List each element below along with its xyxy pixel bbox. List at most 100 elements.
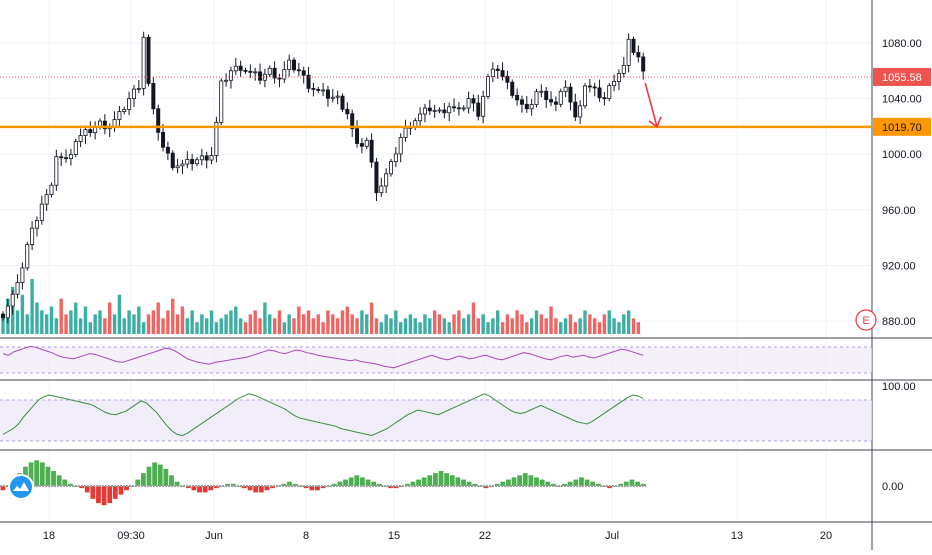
candle-body: [117, 111, 122, 120]
indicator-1-band: [0, 347, 872, 373]
indicator-3-bar: [360, 477, 365, 486]
earnings-marker-circle[interactable]: [855, 309, 877, 331]
candle-body: [384, 173, 389, 187]
indicator-3-bar: [427, 475, 433, 486]
indicator-3-bar: [393, 486, 399, 489]
indicator-3-bar: [185, 486, 191, 489]
projection-arrow: [644, 82, 658, 128]
tradingview-logo-icon[interactable]: [8, 474, 34, 500]
volume-bar: [365, 314, 369, 334]
time-tick-label: Jun: [205, 530, 223, 542]
volume-bar: [326, 310, 330, 334]
logo-circle[interactable]: [8, 474, 34, 500]
earnings-marker[interactable]: E: [855, 309, 877, 331]
candle-body: [316, 89, 321, 91]
volume-bar: [423, 314, 427, 334]
candle-body: [5, 305, 10, 319]
candle-body: [233, 65, 238, 72]
candle-body: [73, 141, 78, 155]
candle-body: [481, 95, 486, 117]
candle-body: [587, 85, 592, 88]
candle-body: [437, 109, 442, 112]
earnings-marker-label[interactable]: E: [862, 315, 869, 327]
volume-bar: [132, 314, 136, 334]
candle-body: [422, 107, 427, 115]
indicator-3-bar: [315, 486, 320, 491]
candle-body: [141, 36, 146, 89]
candle-body: [461, 107, 466, 110]
candle-body: [568, 86, 573, 103]
indicator-3-bar: [483, 486, 489, 489]
volume-bar: [500, 322, 505, 334]
indicator-3-bar: [56, 475, 62, 486]
candle-body: [165, 146, 170, 154]
candle-body: [529, 104, 534, 110]
volume-bar: [229, 310, 233, 334]
candle-body: [311, 88, 316, 90]
indicator-3-bar: [489, 486, 494, 487]
indicator-3-bar: [562, 483, 567, 486]
indicator-3-bar: [410, 481, 416, 486]
indicator-3-bar: [208, 486, 214, 491]
volume-bar: [457, 310, 461, 334]
indicator-3-bar: [135, 479, 141, 486]
volume-bar: [268, 314, 272, 334]
volume-bar: [306, 310, 311, 334]
volume-bar: [360, 310, 364, 334]
volume-bar: [263, 302, 267, 334]
logo-mark[interactable]: [13, 482, 29, 491]
candle-body: [563, 86, 568, 92]
volume-bar: [559, 322, 563, 334]
candle-body: [583, 85, 588, 107]
volume-bar: [180, 306, 185, 334]
volume-bar: [593, 318, 597, 334]
volume-bar: [335, 318, 340, 334]
volume-bar: [200, 314, 204, 334]
volume-bar: [108, 302, 112, 334]
indicator-3-bar: [522, 473, 528, 486]
volume-bar: [626, 310, 631, 334]
indicator-2-band: [0, 400, 872, 441]
candle-body: [190, 159, 195, 165]
volume-bar: [219, 318, 223, 334]
volume-bar: [384, 314, 388, 334]
time-tick-label: 15: [388, 530, 400, 542]
candle-body: [510, 81, 515, 96]
indicator-3-bar: [62, 479, 68, 486]
candle-body: [631, 38, 636, 53]
volume-bar: [331, 314, 335, 334]
indicator-3-bar: [169, 475, 174, 486]
volume-bar: [156, 302, 160, 334]
candle-body: [127, 98, 132, 110]
volume-bar: [607, 310, 611, 334]
candle-body: [64, 157, 69, 160]
indicator-3-bar: [343, 479, 348, 486]
candle-body: [301, 70, 306, 76]
volume-bar: [243, 322, 248, 334]
indicator-3-bar: [506, 479, 511, 486]
candle-body: [199, 155, 204, 161]
volume-bar: [78, 318, 83, 334]
candle-body: [335, 95, 340, 98]
candle-body: [592, 86, 597, 89]
candle-body: [427, 107, 432, 112]
candle-body: [156, 108, 161, 133]
indicator-3-bar: [140, 473, 146, 486]
candle-body: [291, 59, 296, 71]
candle-body: [204, 155, 209, 161]
indicator-3-bar: [421, 477, 427, 486]
volume-bar: [447, 322, 451, 334]
volume-bar: [83, 306, 88, 334]
candle-body: [20, 267, 25, 283]
volume-bar: [534, 310, 539, 334]
time-tick-label: 09:30: [117, 530, 145, 542]
volume-bar: [568, 314, 573, 334]
volume-bar: [471, 302, 476, 334]
indicator-3-bar: [579, 477, 584, 486]
candle-body: [30, 227, 35, 245]
indicator-3-bar: [595, 483, 601, 486]
volume-bar: [413, 318, 417, 334]
support-price-label: 1019.70: [882, 122, 922, 134]
